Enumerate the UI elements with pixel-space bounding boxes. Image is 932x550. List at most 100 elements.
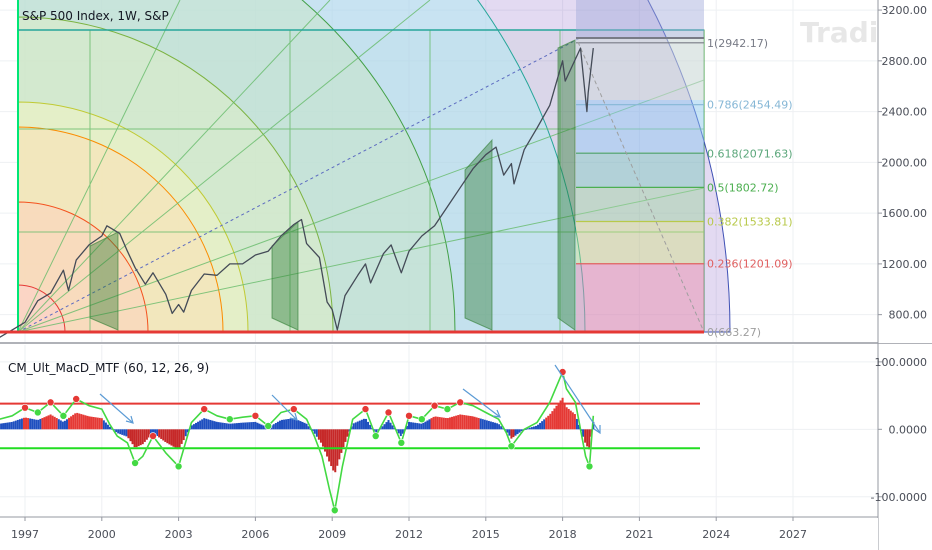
macd-bar — [455, 415, 458, 430]
macd-bar — [496, 423, 499, 430]
macd-bar — [299, 421, 302, 430]
indicator-axis[interactable]: 100.0000 0.0000 -100.0000 — [871, 356, 927, 504]
macd-bar — [139, 429, 142, 446]
macd-bar — [86, 415, 89, 430]
macd-bar — [70, 416, 73, 430]
price-tick-label: 3200.00 — [882, 4, 928, 17]
macd-bar — [321, 429, 324, 447]
macd-bar — [184, 429, 187, 437]
macd-bar — [326, 429, 329, 457]
cross-dot — [371, 432, 380, 440]
macd-bar — [211, 420, 214, 430]
macd-bar — [199, 420, 202, 430]
macd-bar — [207, 419, 210, 430]
macd-bar — [37, 419, 40, 430]
macd-bar — [158, 429, 161, 438]
fib-level-label: 0.382(1533.81) — [707, 216, 793, 229]
time-tick-label: 2006 — [241, 528, 269, 541]
macd-bar — [190, 425, 193, 430]
macd-bar — [59, 420, 62, 430]
fib-retracement — [576, 0, 705, 333]
macd-bar — [295, 419, 298, 430]
macd-bar — [276, 421, 279, 430]
macd-bar — [577, 424, 580, 430]
macd-bar — [324, 429, 327, 452]
macd-bar — [473, 416, 476, 430]
macd-bar — [223, 423, 226, 430]
macd-bar — [541, 421, 544, 430]
macd-bar — [49, 414, 52, 430]
macd-bar — [459, 414, 462, 430]
macd-bar — [526, 428, 529, 430]
cross-dot — [361, 405, 370, 413]
macd-bar — [18, 419, 21, 430]
macd-bar — [33, 419, 36, 430]
macd-bar — [72, 414, 75, 430]
macd-bar — [588, 429, 591, 450]
macd-bar — [463, 415, 466, 430]
macd-bar — [344, 429, 347, 442]
time-axis[interactable]: 1997 2000 2003 2006 2009 2012 2015 2018 2021 2024… — [11, 517, 807, 541]
time-tick-label: 2024 — [702, 528, 730, 541]
macd-bar — [168, 429, 171, 445]
macd-bar — [397, 429, 400, 434]
macd-bar — [147, 429, 150, 438]
cycle-boxes — [89, 39, 576, 331]
macd-bar — [262, 425, 265, 430]
macd-bar — [133, 429, 136, 448]
macd-bar — [8, 422, 11, 430]
macd-bar — [45, 416, 48, 430]
time-tick-label: 2027 — [779, 528, 807, 541]
macd-bar — [565, 407, 568, 430]
macd-bar — [547, 415, 550, 430]
price-tick-label: 2400.00 — [882, 106, 928, 119]
macd-bar — [27, 418, 30, 430]
indicator-axis-bg — [878, 344, 932, 517]
macd-bar — [424, 421, 427, 430]
macd-bar — [471, 416, 474, 430]
time-tick-label: 2015 — [472, 528, 500, 541]
price-axis[interactable]: 800.00 1200.00 1600.00 2000.00 2400.00 2800.0… — [878, 4, 927, 322]
macd-bar — [461, 414, 464, 430]
price-tick-label: 800.00 — [889, 309, 928, 322]
macd-bar — [84, 415, 87, 430]
macd-bar — [528, 427, 531, 430]
macd-bar — [233, 423, 236, 430]
fib-level-label: 0.5(1802.72) — [707, 181, 779, 194]
macd-bar — [88, 416, 91, 430]
macd-bar — [10, 421, 13, 430]
macd-bar — [14, 420, 17, 430]
macd-bar — [350, 426, 353, 430]
macd-bar — [518, 429, 521, 433]
macd-bar — [362, 418, 365, 430]
macd-bar — [170, 429, 173, 446]
macd-bar — [213, 421, 216, 430]
macd-bar — [76, 412, 79, 430]
time-tick-label: 2021 — [625, 528, 653, 541]
macd-bar — [479, 418, 482, 430]
macd-bar — [291, 418, 294, 430]
macd-bar — [143, 429, 146, 442]
macd-bar — [416, 423, 419, 430]
cross-dot — [417, 415, 426, 423]
macd-bar — [420, 423, 423, 430]
macd-bar — [149, 429, 152, 436]
macd-bar — [305, 423, 308, 430]
macd-bar — [162, 429, 165, 441]
watermark: Tradingview — [800, 16, 932, 49]
cross-dot — [443, 405, 452, 413]
macd-bar — [6, 422, 9, 430]
macd-bar — [154, 429, 157, 435]
macd-bar — [485, 420, 488, 430]
macd-bar — [41, 418, 44, 430]
macd-bar — [586, 429, 589, 447]
macd-bar — [442, 417, 445, 430]
cross-dot — [59, 412, 68, 420]
macd-bar — [53, 416, 56, 430]
macd-bar — [410, 422, 413, 430]
macd-bar — [57, 419, 60, 430]
macd-bar — [498, 424, 501, 430]
macd-bar — [475, 417, 478, 430]
macd-bar — [186, 429, 189, 433]
